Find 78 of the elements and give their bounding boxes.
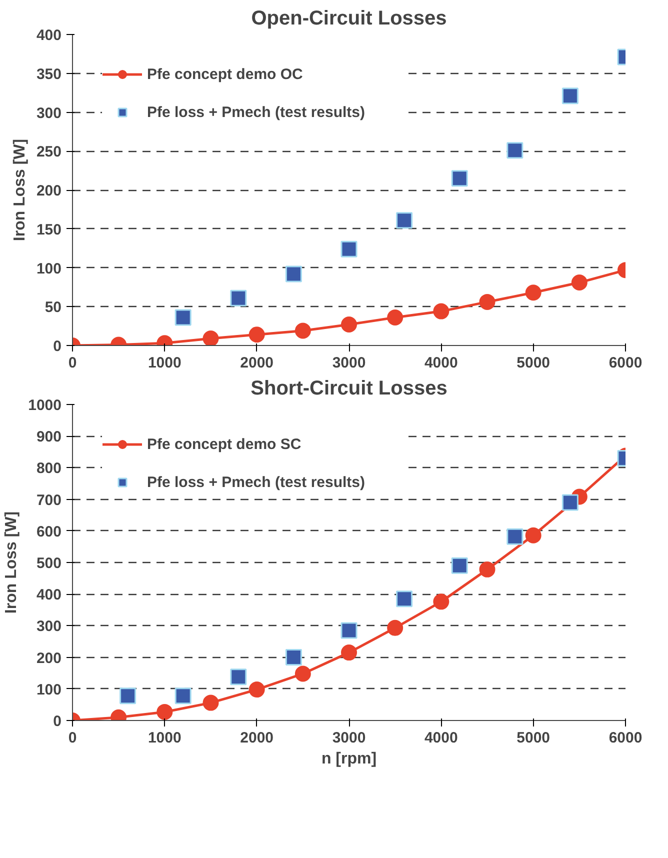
x-tick-label: 1000 (148, 354, 182, 372)
y-tick-label: 350 (36, 66, 62, 83)
x-tick-label: 0 (68, 730, 77, 746)
x-tick-label: 4000 (424, 730, 458, 746)
legend-label: Pfe loss + Pmech (test results) (147, 474, 366, 490)
point (387, 620, 404, 636)
x-tick-label: 5000 (516, 730, 550, 746)
point (285, 266, 302, 282)
y-tick-label: 300 (36, 618, 62, 636)
point (525, 284, 542, 301)
x-tick-label: 4000 (424, 354, 458, 372)
point (479, 294, 496, 310)
y-tick-label: 0 (53, 713, 62, 730)
x-tick-label: 2000 (240, 730, 274, 746)
point (248, 326, 265, 343)
x-tick-label: 1000 (148, 730, 182, 746)
x-tick-label: 3000 (332, 730, 366, 746)
x-axis-title: n [rpm] (321, 750, 377, 768)
point (341, 316, 357, 332)
point (174, 309, 192, 326)
chart-title: Open-Circuit Losses (251, 8, 447, 30)
point (230, 668, 247, 686)
y-tick-label: 200 (36, 182, 62, 200)
point (174, 688, 192, 704)
x-tick-label: 0 (68, 354, 77, 372)
point (479, 561, 496, 578)
legend-label: Pfe concept demo SC (147, 436, 302, 452)
y-tick-label: 700 (36, 492, 62, 509)
chart-title: Short-Circuit Losses (250, 378, 448, 400)
point (506, 142, 524, 159)
point (525, 527, 542, 544)
point (294, 666, 311, 682)
y-tick-label: 150 (36, 221, 62, 238)
point (396, 212, 413, 229)
y-tick-label: 800 (36, 460, 62, 478)
point (202, 694, 219, 711)
point (230, 290, 247, 306)
x-tick-label: 3000 (332, 354, 366, 372)
y-tick-label: 400 (36, 586, 62, 604)
y-tick-label: 500 (36, 555, 62, 572)
point (341, 644, 357, 661)
x-tick-label: 2000 (240, 354, 274, 372)
y-tick-label: 900 (36, 428, 62, 446)
point (202, 330, 219, 346)
y-tick-label: 400 (36, 27, 62, 44)
y-tick-label: 200 (36, 650, 62, 667)
y-tick-label: 1000 (28, 397, 62, 414)
point (156, 704, 173, 720)
y-tick-label: 250 (36, 144, 62, 161)
y-tick-label: 600 (36, 523, 62, 540)
x-tick-label: 6000 (608, 354, 642, 372)
x-tick-label: 6000 (608, 730, 642, 746)
y-axis-title: Iron Loss [W] (3, 511, 20, 614)
point (120, 688, 136, 704)
point (387, 310, 404, 326)
point (433, 303, 450, 320)
legend-label: Pfe loss + Pmech (test results) (147, 104, 366, 120)
point (340, 622, 358, 639)
point (285, 649, 302, 666)
point (562, 88, 578, 104)
point (571, 274, 588, 291)
point (562, 494, 578, 511)
x-tick-label: 5000 (516, 354, 550, 372)
y-tick-label: 100 (36, 260, 62, 278)
point (396, 590, 413, 608)
point (433, 594, 450, 610)
point (294, 322, 311, 339)
y-tick-label: 100 (36, 681, 62, 698)
point (451, 557, 468, 574)
point (340, 240, 358, 258)
y-tick-label: 0 (53, 338, 62, 355)
point (248, 682, 265, 698)
y-tick-label: 300 (36, 104, 62, 122)
y-tick-label: 50 (44, 299, 62, 316)
point (506, 528, 524, 545)
point (451, 170, 468, 187)
y-axis-title: Iron Loss [W] (11, 138, 28, 242)
legend-label: Pfe concept demo OC (147, 66, 304, 82)
